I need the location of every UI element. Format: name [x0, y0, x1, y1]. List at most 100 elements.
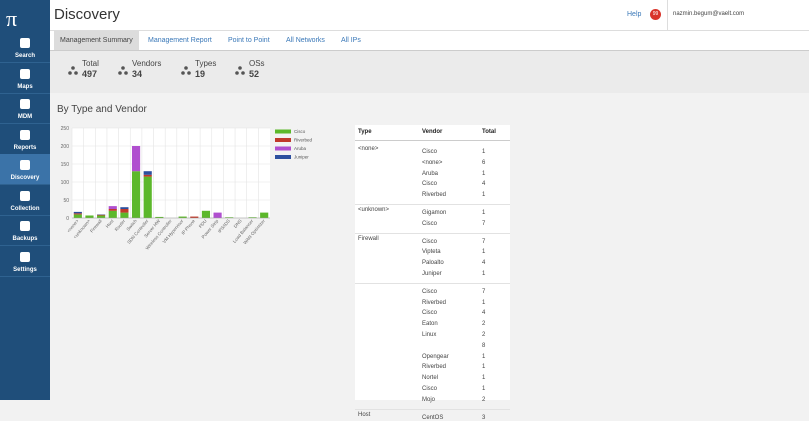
total-cell: 7 [482, 289, 485, 295]
total-cell: 3 [482, 415, 485, 421]
nav-icon [18, 36, 32, 50]
nav-item[interactable]: Search [0, 32, 50, 63]
vendor-cell: Aruba [422, 171, 438, 177]
nav-icon [18, 97, 32, 111]
vendor-cell: Nortel [422, 375, 438, 381]
vendor-cell: Riverbed [422, 192, 446, 198]
vendor-cell: Cisco [422, 181, 437, 187]
bar-segment [109, 211, 117, 218]
stat-value: 19 [195, 69, 216, 79]
nav-label: Backups [0, 236, 50, 242]
total-cell: 1 [482, 300, 485, 306]
bar-segment [97, 215, 105, 216]
y-tick-label: 150 [61, 162, 70, 168]
nav-item[interactable]: Backups [0, 215, 50, 246]
tab[interactable]: Management Summary [54, 31, 139, 50]
tab[interactable]: Point to Point [222, 31, 276, 50]
vendor-cell: Cisco [422, 386, 437, 392]
bar-segment [214, 213, 222, 218]
type-cell: Firewall [358, 236, 379, 242]
stat-icon [181, 66, 191, 76]
total-cell: 7 [482, 239, 485, 245]
group-rule [355, 204, 510, 205]
legend-label: Riverbed [294, 138, 313, 143]
total-cell: 1 [482, 192, 485, 198]
tab[interactable]: All IPs [335, 31, 367, 50]
nav-icon [18, 158, 32, 172]
total-cell: 2 [482, 332, 485, 338]
bar-segment [120, 207, 128, 209]
help-link[interactable]: Help [627, 11, 641, 18]
nav-label: Collection [0, 206, 50, 212]
total-cell: 1 [482, 149, 485, 155]
bar-segment [109, 209, 117, 211]
icon-dot [238, 66, 242, 70]
type-cell: <none> [358, 146, 378, 152]
legend-swatch [275, 147, 291, 151]
total-cell: 2 [482, 321, 485, 327]
bar-segment [120, 213, 128, 218]
total-cell: 1 [482, 249, 485, 255]
nav-icon [18, 219, 32, 233]
stat-label: OSs [249, 59, 265, 68]
bar-segment [144, 175, 152, 177]
type-cell: <unknown> [358, 207, 389, 213]
icon-dot [68, 71, 72, 75]
legend-swatch [275, 155, 291, 159]
divider [667, 0, 668, 30]
nav-label: Maps [0, 84, 50, 90]
y-tick-label: 200 [61, 144, 70, 150]
bar-segment [109, 206, 117, 209]
bar-segment [202, 211, 210, 218]
nav-label: Discovery [0, 175, 50, 181]
bar-segment [74, 213, 82, 214]
y-tick-label: 100 [61, 180, 70, 186]
icon-dot [187, 71, 191, 75]
stat-icon [235, 66, 245, 76]
y-tick-label: 250 [61, 126, 70, 132]
nav-label: Search [0, 53, 50, 59]
page-title: Discovery [54, 6, 120, 23]
vendor-cell: Juniper [422, 271, 442, 277]
total-cell: 4 [482, 310, 485, 316]
stat-value: 497 [82, 69, 99, 79]
bar-segment [144, 171, 152, 175]
user-menu[interactable]: nazmin.begum@vaelt.com [673, 11, 744, 17]
table-header: Total [482, 129, 496, 135]
nav-item[interactable]: MDM [0, 93, 50, 124]
bar-segment [144, 177, 152, 218]
tab[interactable]: All Networks [280, 31, 331, 50]
nav-item[interactable]: Reports [0, 124, 50, 155]
x-tick-label: Router [114, 218, 127, 232]
vendor-cell: Linux [422, 332, 436, 338]
legend-label: Aruba [294, 146, 307, 151]
nav-item[interactable]: Collection [0, 185, 50, 216]
icon-shape [20, 221, 30, 231]
nav-icon [18, 67, 32, 81]
tab[interactable]: Management Report [142, 31, 218, 50]
bar-segment [97, 215, 105, 218]
total-cell: 4 [482, 181, 485, 187]
nav-item[interactable]: Discovery [0, 154, 50, 185]
vendor-cell: Riverbed [422, 364, 446, 370]
vendor-cell: Cisco [422, 239, 437, 245]
vendor-cell: Riverbed [422, 300, 446, 306]
icon-shape [20, 252, 30, 262]
vendor-cell: Cisco [422, 221, 437, 227]
nav-item[interactable]: Maps [0, 63, 50, 94]
notification-badge[interactable]: 99 [650, 9, 661, 20]
nav-item[interactable]: Settings [0, 246, 50, 277]
x-tick-label: PDU [198, 218, 208, 229]
stat-icon [68, 66, 78, 76]
stat-label: Total [82, 59, 99, 68]
bar-segment [120, 209, 128, 213]
legend-swatch [275, 138, 291, 142]
plot-area [72, 128, 270, 218]
table-header: Type [358, 129, 372, 135]
bar-segment [74, 214, 82, 218]
